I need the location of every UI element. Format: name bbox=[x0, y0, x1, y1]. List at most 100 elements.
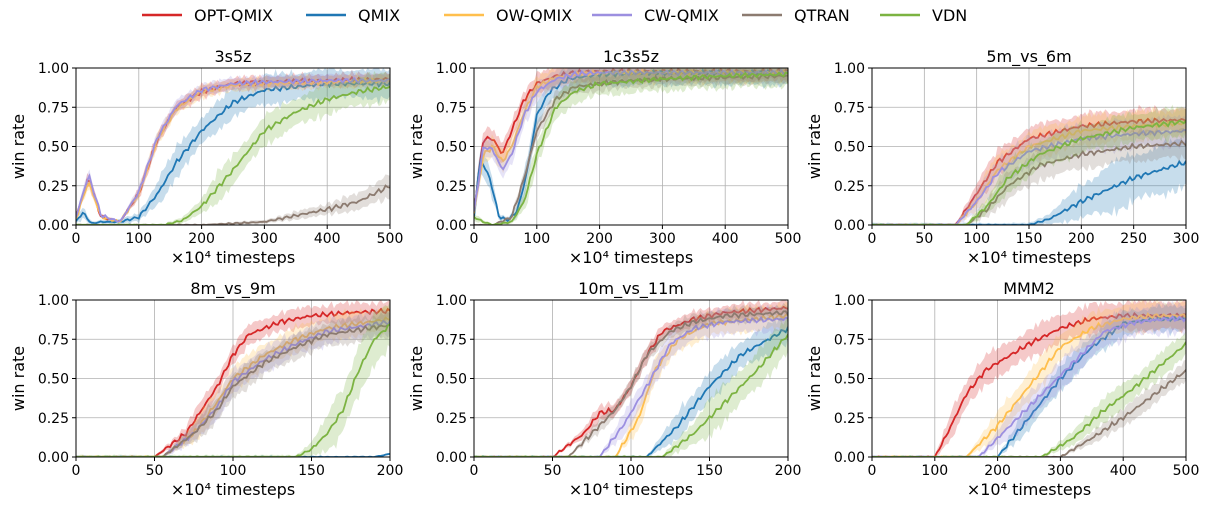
y-tick-label: 0.25 bbox=[834, 179, 865, 195]
chart-title: MMM2 bbox=[1003, 279, 1055, 298]
series-line-qtran bbox=[76, 323, 390, 457]
legend-label: QTRAN bbox=[794, 6, 850, 25]
x-tick-label: 50 bbox=[146, 463, 164, 479]
y-tick-label: 0.00 bbox=[834, 450, 865, 466]
x-tick-label: 300 bbox=[1047, 463, 1074, 479]
series-band-opt-qmix bbox=[872, 300, 1186, 457]
x-axis-label: ×10⁴ timesteps bbox=[171, 248, 295, 267]
chart-title: 10m_vs_11m bbox=[578, 279, 684, 299]
chart-panel-2: 0 50 100 150 200 250 300 0.00 0.25 0.50 0.75 1.00 5m… bbox=[805, 47, 1199, 267]
x-tick-label: 100 bbox=[921, 463, 948, 479]
y-axis-label: win rate bbox=[9, 114, 28, 179]
y-axis-label: win rate bbox=[805, 114, 824, 179]
x-tick-label: 400 bbox=[712, 231, 739, 247]
legend-entry: OPT-QMIX bbox=[142, 6, 273, 25]
series-band-qmix bbox=[872, 137, 1186, 225]
y-tick-label: 0.00 bbox=[436, 450, 467, 466]
x-tick-label: 200 bbox=[377, 463, 404, 479]
y-tick-label: 0.75 bbox=[436, 332, 467, 348]
y-tick-label: 1.00 bbox=[834, 61, 865, 77]
plot-area bbox=[474, 300, 788, 457]
y-tick-label: 0.25 bbox=[38, 411, 69, 427]
y-tick-label: 0.75 bbox=[38, 332, 69, 348]
y-tick-label: 1.00 bbox=[38, 61, 69, 77]
x-tick-label: 100 bbox=[125, 231, 152, 247]
y-tick-label: 0.50 bbox=[834, 372, 865, 388]
y-tick-label: 0.25 bbox=[834, 411, 865, 427]
series-band-cw-qmix bbox=[872, 301, 1186, 457]
x-tick-label: 500 bbox=[775, 231, 802, 247]
legend: OPT-QMIX QMIX OW-QMIX CW-QMIX QTRAN VDN bbox=[142, 6, 967, 25]
series-line-vdn bbox=[474, 71, 788, 225]
y-tick-label: 0.50 bbox=[436, 372, 467, 388]
series-line-ow-qmix bbox=[474, 68, 788, 214]
series-line-cw-qmix bbox=[76, 76, 390, 223]
x-tick-label: 300 bbox=[1173, 231, 1200, 247]
y-tick-label: 1.00 bbox=[436, 61, 467, 77]
x-tick-label: 100 bbox=[618, 463, 645, 479]
y-tick-label: 0.00 bbox=[38, 450, 69, 466]
x-tick-label: 300 bbox=[251, 231, 278, 247]
y-tick-label: 0.50 bbox=[38, 372, 69, 388]
y-axis-label: win rate bbox=[805, 346, 824, 411]
x-tick-label: 100 bbox=[523, 231, 550, 247]
x-tick-label: 0 bbox=[868, 231, 877, 247]
series-band-vdn bbox=[474, 68, 788, 225]
x-axis-label: ×10⁴ timesteps bbox=[171, 480, 295, 499]
x-tick-label: 250 bbox=[1120, 231, 1147, 247]
series-band-opt-qmix bbox=[474, 300, 788, 457]
series-band-qmix bbox=[474, 68, 788, 224]
chart-title: 3s5z bbox=[214, 47, 251, 66]
x-tick-label: 100 bbox=[220, 463, 247, 479]
x-tick-label: 200 bbox=[775, 463, 802, 479]
y-tick-label: 0.50 bbox=[38, 140, 69, 156]
series-band-vdn bbox=[76, 70, 390, 225]
y-tick-label: 0.00 bbox=[436, 218, 467, 234]
y-tick-label: 0.75 bbox=[834, 100, 865, 116]
legend-label: QMIX bbox=[358, 6, 400, 25]
y-tick-label: 0.00 bbox=[834, 218, 865, 234]
x-axis-label: ×10⁴ timesteps bbox=[967, 248, 1091, 267]
chart-title: 5m_vs_6m bbox=[986, 47, 1071, 67]
x-tick-label: 400 bbox=[314, 231, 341, 247]
chart-panel-3: 0 50 100 150 200 0.00 0.25 0.50 0.75 1.00 8m_vs_9m… bbox=[9, 279, 403, 499]
y-tick-label: 1.00 bbox=[436, 293, 467, 309]
legend-label: OPT-QMIX bbox=[194, 6, 273, 25]
series-band-cw-qmix bbox=[474, 304, 788, 457]
x-tick-label: 150 bbox=[298, 463, 325, 479]
x-tick-label: 100 bbox=[963, 231, 990, 247]
x-axis-label: ×10⁴ timesteps bbox=[569, 248, 693, 267]
series-line-opt-qmix bbox=[872, 311, 1186, 457]
plot-area bbox=[76, 300, 390, 457]
series-line-ow-qmix bbox=[872, 120, 1186, 225]
y-axis-label: win rate bbox=[407, 346, 426, 411]
series-band-ow-qmix bbox=[872, 300, 1186, 457]
y-tick-label: 0.25 bbox=[436, 179, 467, 195]
series-band-vdn bbox=[872, 331, 1186, 457]
panels: 0 100 200 300 400 5000.000.250.500.751.003s5z… bbox=[9, 47, 1199, 499]
plot-area bbox=[76, 68, 390, 225]
series-band-qtran bbox=[872, 360, 1186, 457]
legend-entry: CW-QMIX bbox=[592, 6, 719, 25]
series-band-qtran bbox=[474, 302, 788, 457]
y-tick-label: 0.25 bbox=[38, 179, 69, 195]
chart-panel-0: 0 100 200 300 400 500 0.00 0.25 0.50 0.75 1.00 3s5z… bbox=[9, 47, 403, 267]
x-tick-label: 0 bbox=[868, 463, 877, 479]
x-tick-label: 0 bbox=[72, 231, 81, 247]
chart-panel-5: 0 100 200 300 400 500 0.00 0.25 0.50 0.75 1.00 MMM2… bbox=[805, 279, 1199, 499]
series-band-cw-qmix bbox=[872, 114, 1186, 225]
chart-title: 8m_vs_9m bbox=[190, 279, 275, 299]
legend-entry: OW-QMIX bbox=[444, 6, 572, 25]
x-tick-label: 300 bbox=[649, 231, 676, 247]
x-tick-label: 0 bbox=[72, 463, 81, 479]
x-tick-label: 200 bbox=[188, 231, 215, 247]
y-tick-label: 1.00 bbox=[38, 293, 69, 309]
legend-entry: QMIX bbox=[306, 6, 400, 25]
legend-entry: VDN bbox=[880, 6, 967, 25]
chart-title: 1c3s5z bbox=[603, 47, 659, 66]
x-tick-label: 150 bbox=[696, 463, 723, 479]
x-tick-label: 200 bbox=[1068, 231, 1095, 247]
x-tick-label: 50 bbox=[915, 231, 933, 247]
series-band-opt-qmix bbox=[76, 300, 390, 457]
